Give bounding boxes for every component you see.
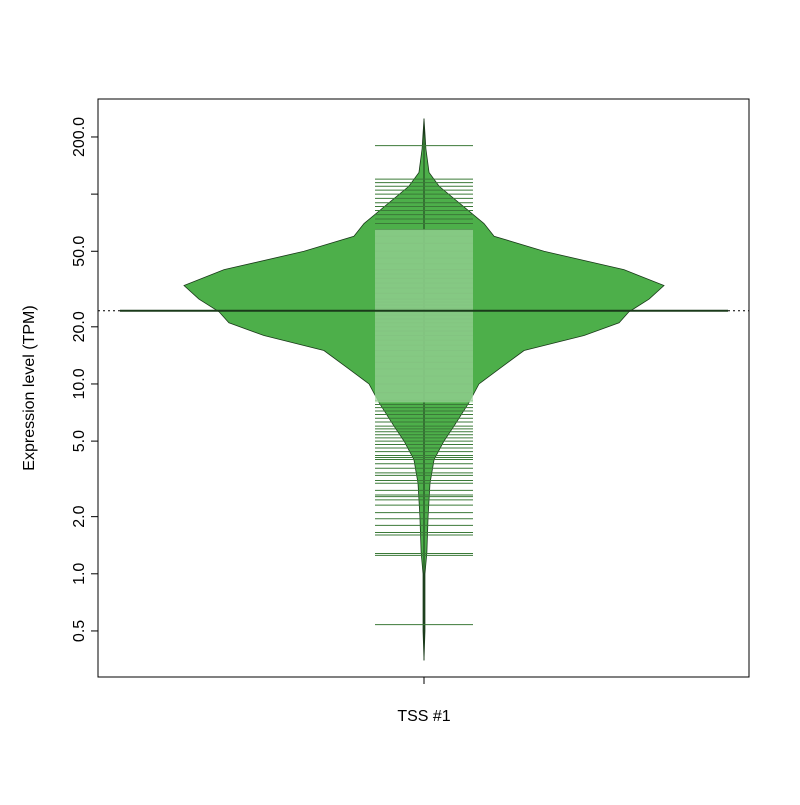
bean-inner: [375, 229, 473, 403]
y-tick-label: 50.0: [71, 236, 88, 267]
box: [375, 229, 473, 403]
y-tick-label: 5.0: [71, 430, 88, 452]
y-tick-label: 20.0: [71, 311, 88, 342]
y-tick-label: 10.0: [71, 368, 88, 399]
y-tick-label: 0.5: [71, 620, 88, 642]
y-axis-label: Expression level (TPM): [21, 305, 38, 470]
x-tick-label: TSS #1: [397, 708, 450, 725]
y-tick-label: 200.0: [71, 117, 88, 157]
y-tick-label: 1.0: [71, 563, 88, 585]
y-tick-label: 2.0: [71, 505, 88, 527]
